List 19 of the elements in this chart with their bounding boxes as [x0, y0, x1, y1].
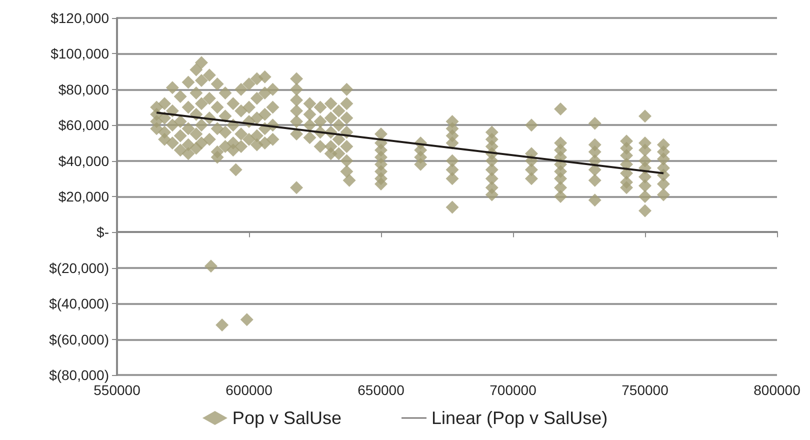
- x-tick-label: 650000: [358, 382, 405, 398]
- y-tick-label: $20,000: [58, 188, 110, 204]
- y-tick-label: $(40,000): [49, 296, 109, 312]
- y-tick-label: $60,000: [58, 117, 110, 134]
- y-tick-label: $-: [96, 224, 110, 240]
- x-tick-label: 600000: [226, 382, 273, 398]
- legend-label: Pop v SalUse: [232, 408, 342, 428]
- y-tick-label: $100,000: [50, 46, 110, 62]
- x-tick-label: 700000: [490, 382, 537, 398]
- x-tick-label: 800000: [754, 382, 801, 398]
- y-tick-label: $(60,000): [49, 331, 109, 348]
- y-tick-label: $40,000: [58, 152, 110, 169]
- x-tick-label: 750000: [622, 382, 669, 398]
- x-tick-label: 550000: [94, 382, 141, 398]
- legend-label: Linear (Pop v SalUse): [431, 408, 608, 428]
- y-tick-label: $80,000: [58, 81, 110, 98]
- y-tick-label: $(20,000): [49, 260, 109, 276]
- y-tick-label: $120,000: [50, 10, 110, 26]
- y-tick-label: $(80,000): [49, 367, 109, 383]
